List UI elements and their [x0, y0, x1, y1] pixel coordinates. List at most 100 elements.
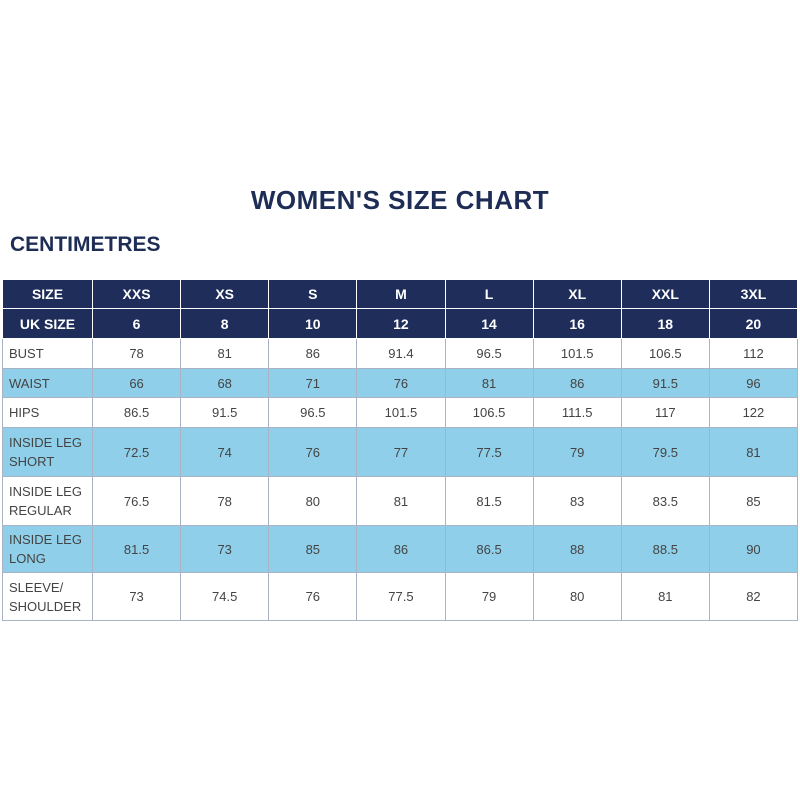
header-cell: 14: [444, 308, 534, 339]
value-cell: 81: [620, 572, 710, 621]
value-cell: 79: [444, 572, 534, 621]
row-label: WAIST: [2, 368, 93, 398]
value-cell: 91.5: [620, 368, 710, 398]
value-cell: 86: [268, 338, 358, 369]
value-cell: 79: [532, 427, 622, 477]
value-cell: 91.4: [356, 338, 446, 369]
label-line: SLEEVE/: [9, 579, 64, 595]
row-label: INSIDE LEG SHORT: [2, 427, 93, 477]
value-cell: 86: [356, 525, 446, 573]
header-cell: XS: [180, 279, 270, 309]
value-cell: 72.5: [91, 427, 182, 477]
value-cell: 73: [91, 572, 182, 621]
label-line: SHOULDER: [9, 598, 82, 614]
value-cell: 96.5: [444, 338, 534, 369]
value-cell: 80: [532, 572, 622, 621]
value-cell: 112: [708, 338, 799, 369]
value-cell: 73: [180, 525, 270, 573]
data-row: SLEEVE/SHOULDER 73 74.5 76 77.5 79 80 81 82: [2, 572, 799, 621]
header-row: SIZE XXS XS S M L XL XXL 3XL: [2, 279, 799, 309]
table-body: SIZE XXS XS S M L XL XXL 3XL UK SIZE 6 8 10 12 14 16 18 2…: [2, 279, 799, 621]
value-cell: 96: [708, 368, 799, 398]
header-cell: SIZE: [2, 279, 93, 309]
value-cell: 77.5: [356, 572, 446, 621]
value-cell: 91.5: [180, 397, 270, 428]
header-cell: L: [444, 279, 534, 309]
value-cell: 81.5: [91, 525, 182, 573]
header-cell: M: [356, 279, 446, 309]
header-row: UK SIZE 6 8 10 12 14 16 18 20: [2, 308, 799, 339]
label-line: WAIST: [9, 375, 50, 391]
header-cell: 10: [268, 308, 358, 339]
value-cell: 74.5: [180, 572, 270, 621]
row-label: SLEEVE/SHOULDER: [2, 572, 93, 621]
data-row: INSIDE LEG REGULAR 76.5 78 80 81 81.5 83 83.5 85: [2, 476, 799, 526]
value-cell: 81: [356, 476, 446, 526]
label-line: BUST: [9, 346, 44, 361]
header-cell: UK SIZE: [2, 308, 93, 339]
value-cell: 90: [708, 525, 799, 573]
value-cell: 117: [620, 397, 710, 428]
value-cell: 80: [268, 476, 358, 526]
row-label: INSIDE LEG REGULAR: [2, 476, 93, 526]
value-cell: 66: [91, 368, 182, 398]
value-cell: 111.5: [532, 397, 622, 428]
data-row: HIPS 86.5 91.5 96.5 101.5 106.5 111.5 117 122: [2, 397, 799, 428]
value-cell: 77: [356, 427, 446, 477]
header-cell: 6: [91, 308, 182, 339]
value-cell: 78: [91, 338, 182, 369]
value-cell: 88: [532, 525, 622, 573]
data-row: INSIDE LEG LONG 81.5 73 85 86 86.5 88 88.5 90: [2, 525, 799, 573]
label-line: INSIDE LEG: [9, 484, 82, 499]
row-label: BUST: [2, 338, 93, 369]
value-cell: 81.5: [444, 476, 534, 526]
value-cell: 101.5: [356, 397, 446, 428]
value-cell: 106.5: [620, 338, 710, 369]
value-cell: 85: [708, 476, 799, 526]
label-line: REGULAR: [9, 503, 72, 518]
value-cell: 82: [708, 572, 799, 621]
value-cell: 76: [268, 427, 358, 477]
value-cell: 71: [268, 368, 358, 398]
label-line: INSIDE LEG: [9, 532, 82, 547]
header-cell: S: [268, 279, 358, 309]
data-row: INSIDE LEG SHORT 72.5 74 76 77 77.5 79 79.5 81: [2, 427, 799, 477]
value-cell: 101.5: [532, 338, 622, 369]
value-cell: 74: [180, 427, 270, 477]
label-line: INSIDE LEG: [9, 435, 82, 450]
value-cell: 122: [708, 397, 799, 428]
value-cell: 83.5: [620, 476, 710, 526]
title: WOMEN'S SIZE CHART: [250, 185, 550, 215]
row-label: HIPS: [2, 397, 93, 428]
header-cell: 8: [180, 308, 270, 339]
value-cell: 88.5: [620, 525, 710, 573]
value-cell: 81: [708, 427, 799, 477]
header-cell: XXS: [91, 279, 182, 309]
value-cell: 81: [180, 338, 270, 369]
header-cell: 20: [708, 308, 799, 339]
header-cell: 12: [356, 308, 446, 339]
value-cell: 85: [268, 525, 358, 573]
data-row: BUST 78 81 86 91.4 96.5 101.5 106.5 112: [2, 338, 799, 369]
value-cell: 83: [532, 476, 622, 526]
header-cell: XL: [532, 279, 622, 309]
data-row: WAIST 66 68 71 76 81 86 91.5 96: [2, 368, 799, 398]
row-label: INSIDE LEG LONG: [2, 525, 93, 573]
size-table: SIZE XXS XS S M L XL XXL 3XL UK SIZE 6 8 10 12 14 16 18 2…: [2, 279, 799, 621]
label-line: HIPS: [9, 405, 40, 420]
value-cell: 76: [268, 572, 358, 621]
value-cell: 76.5: [91, 476, 182, 526]
value-cell: 78: [180, 476, 270, 526]
header-cell: 16: [532, 308, 622, 339]
value-cell: 76: [356, 368, 446, 398]
value-cell: 86.5: [444, 525, 534, 573]
value-cell: 86: [532, 368, 622, 398]
value-cell: 79.5: [620, 427, 710, 477]
header-cell: 3XL: [708, 279, 799, 309]
label-line: LONG: [9, 551, 46, 566]
header-cell: XXL: [620, 279, 710, 309]
header-cell: 18: [620, 308, 710, 339]
subtitle: CENTIMETRES: [10, 233, 161, 256]
value-cell: 96.5: [268, 397, 358, 428]
